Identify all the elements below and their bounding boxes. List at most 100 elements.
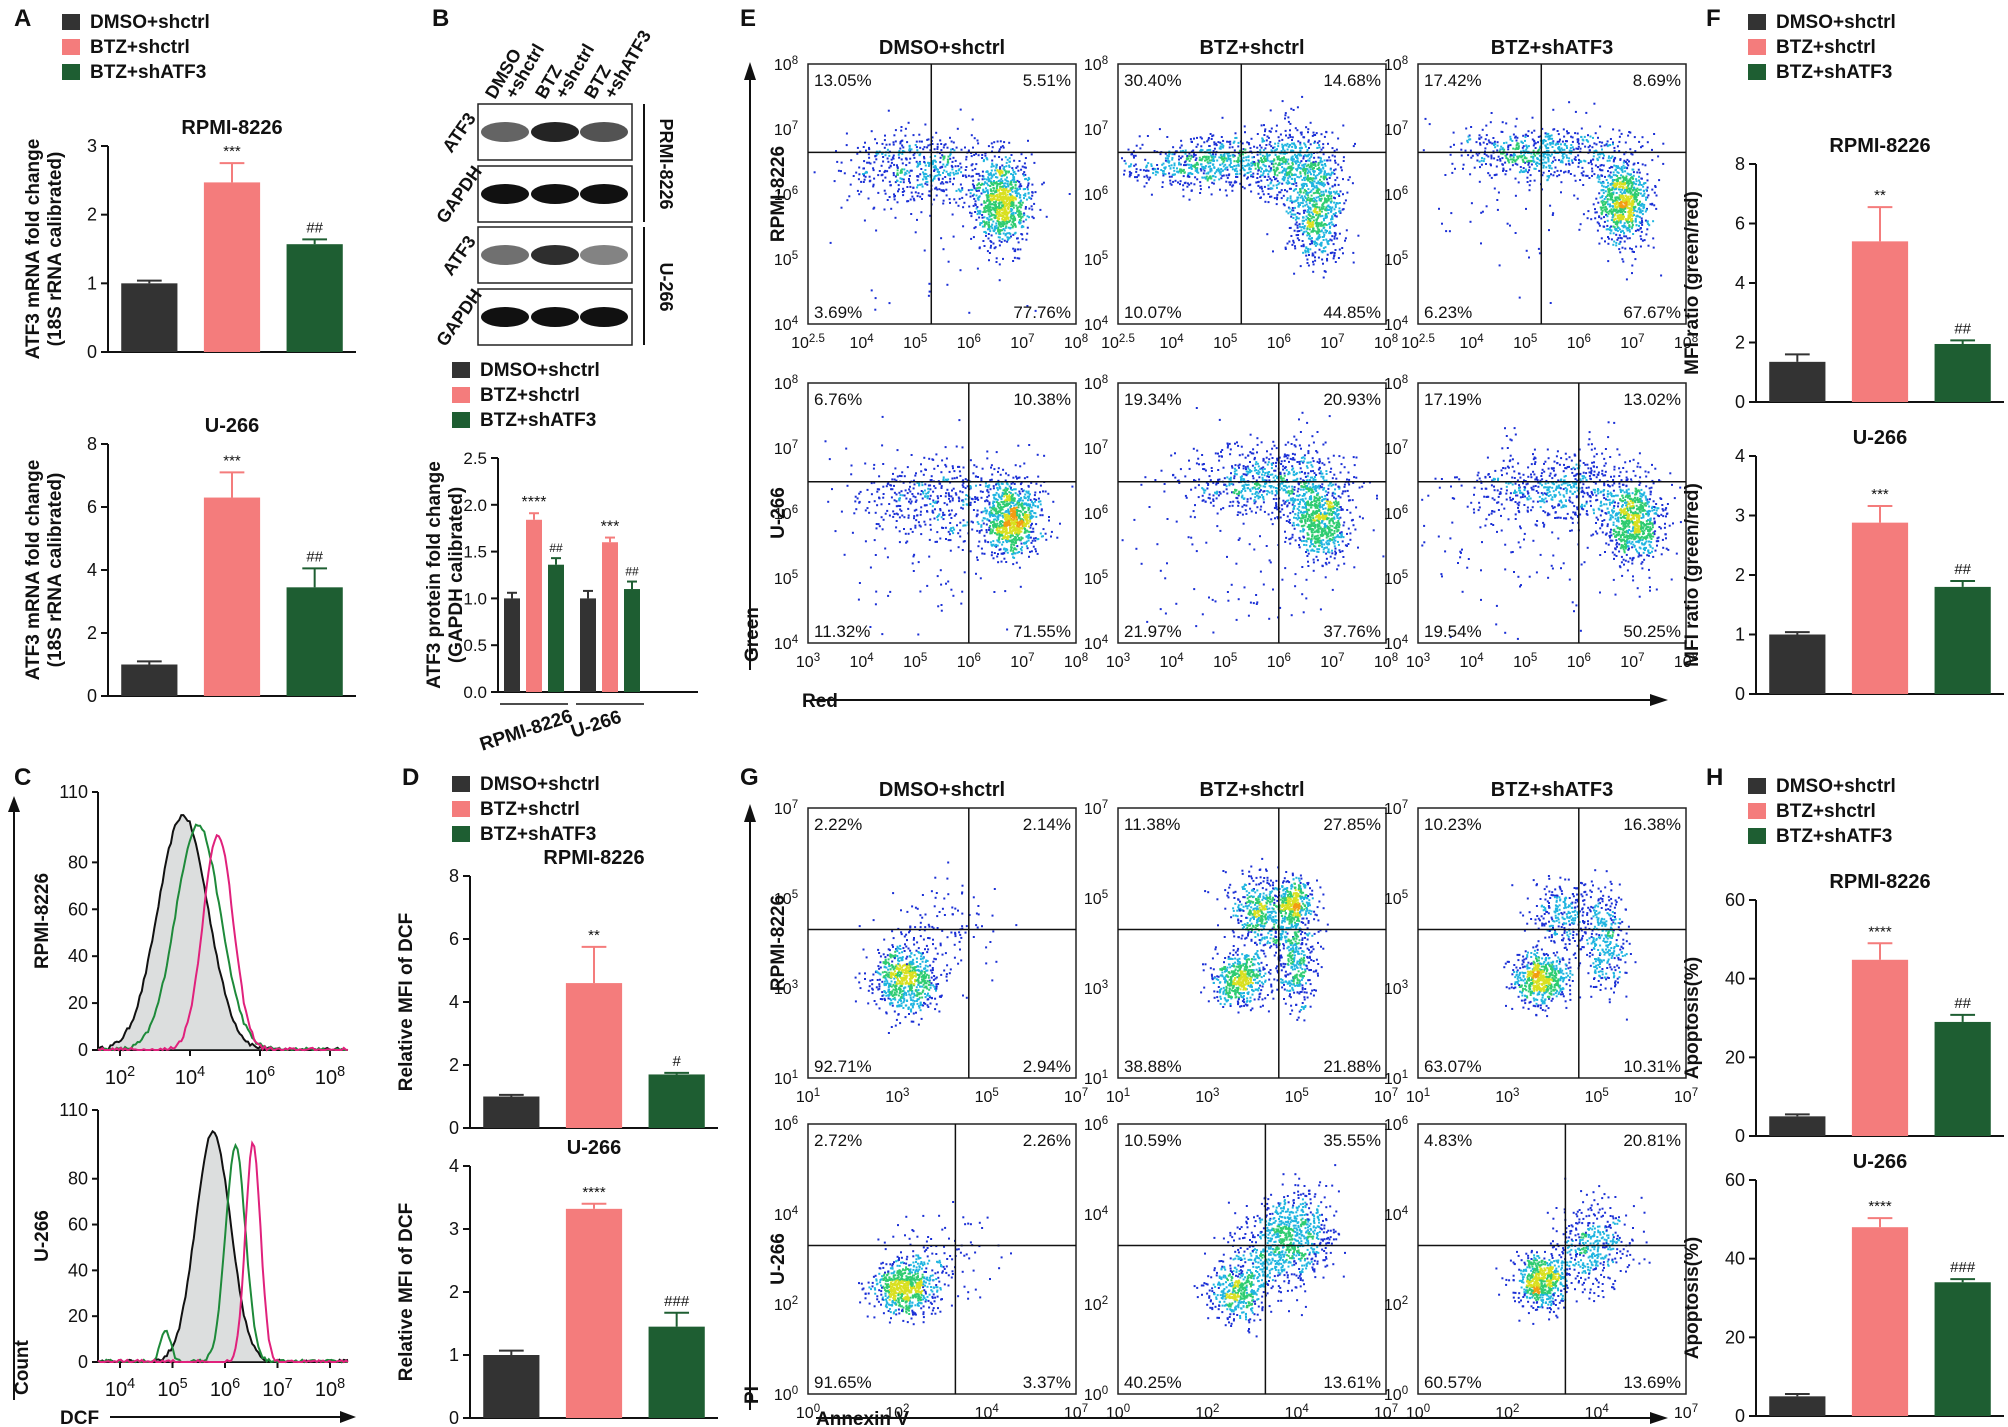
event-dot [1008, 236, 1011, 239]
event-dot [1632, 174, 1635, 177]
event-dot [904, 171, 907, 174]
event-dot [1178, 155, 1181, 158]
event-dot [896, 173, 899, 176]
event-dot [1636, 198, 1639, 201]
event-dot [1657, 155, 1660, 158]
event-dot [909, 157, 912, 160]
event-dot [1469, 138, 1472, 141]
event-dot [1295, 221, 1298, 224]
event-dot [947, 158, 950, 161]
event-dot [1601, 199, 1604, 202]
event-dot [1635, 215, 1638, 218]
event-dot [1312, 227, 1315, 230]
event-dot [1634, 183, 1637, 186]
event-dot [998, 198, 1001, 201]
event-dot [1169, 182, 1172, 185]
event-dot [989, 194, 992, 197]
event-dot [1637, 215, 1640, 218]
event-dot [1513, 152, 1516, 155]
event-dot [916, 186, 919, 189]
event-dot [1329, 207, 1332, 210]
event-dot [1612, 193, 1615, 196]
event-dot [1001, 208, 1004, 211]
event-dot [1303, 179, 1306, 182]
event-dot [1305, 193, 1308, 196]
event-dot [1313, 185, 1315, 188]
bar [121, 283, 178, 352]
event-dot [1016, 237, 1019, 240]
event-dot [1311, 197, 1314, 200]
event-dot [1552, 160, 1554, 163]
event-dot [1563, 152, 1566, 155]
event-dot [969, 211, 971, 214]
event-dot [1294, 153, 1296, 156]
event-dot [1627, 191, 1630, 194]
event-dot [1511, 164, 1514, 167]
event-dot [926, 180, 929, 183]
event-dot [983, 200, 986, 203]
event-dot [1318, 192, 1321, 195]
event-dot [1620, 185, 1623, 188]
event-dot [1550, 134, 1553, 137]
event-dot [1320, 190, 1323, 193]
event-dot [1340, 169, 1343, 172]
event-dot [953, 198, 956, 201]
event-dot [1187, 174, 1190, 177]
event-dot [1202, 166, 1205, 168]
event-dot [1010, 214, 1013, 217]
event-dot [1269, 177, 1272, 180]
event-dot [1611, 155, 1614, 158]
x-tick-label: 108 [1374, 333, 1398, 352]
event-dot [1621, 176, 1624, 179]
event-dot [1634, 191, 1637, 194]
event-dot [872, 185, 875, 188]
event-dot [1257, 169, 1260, 171]
event-dot [991, 227, 994, 230]
event-dot [1237, 160, 1240, 163]
event-dot [1547, 156, 1549, 159]
event-dot [889, 184, 892, 187]
event-dot [1200, 145, 1203, 148]
event-dot [1189, 138, 1192, 141]
event-dot [1637, 168, 1640, 171]
event-dot [1024, 173, 1027, 176]
event-dot [1319, 183, 1322, 186]
event-dot [922, 148, 925, 151]
event-dot [1004, 195, 1007, 198]
event-dot [1213, 147, 1216, 150]
event-dot [1308, 213, 1311, 216]
bar [526, 519, 542, 692]
event-dot [994, 172, 997, 175]
event-dot [1600, 237, 1603, 240]
event-dot [1514, 177, 1517, 180]
event-dot [1241, 185, 1244, 188]
event-dot [1655, 194, 1658, 197]
event-dot [1303, 219, 1305, 222]
event-dot [1179, 168, 1182, 171]
event-dot [1610, 194, 1613, 197]
event-dot [923, 155, 925, 158]
event-dot [1614, 218, 1617, 221]
event-dot [1280, 162, 1283, 165]
event-dot [1634, 193, 1637, 195]
event-dot [1615, 168, 1617, 171]
event-dot [1289, 195, 1292, 198]
event-dot [1275, 124, 1278, 127]
event-dot [1324, 214, 1327, 217]
event-dot [1592, 155, 1595, 158]
event-dot [1563, 171, 1565, 174]
event-dot [1263, 170, 1265, 173]
blot-band [580, 245, 628, 265]
event-dot [949, 136, 951, 139]
event-dot [988, 259, 990, 262]
event-dot [1284, 173, 1287, 175]
event-dot [1275, 203, 1278, 206]
event-dot [1314, 205, 1317, 208]
event-dot [1281, 157, 1284, 160]
event-dot [1632, 181, 1635, 184]
event-dot [1154, 168, 1157, 171]
event-dot [970, 175, 973, 178]
y-tick-label: 4 [87, 560, 97, 580]
event-dot [1133, 164, 1136, 167]
